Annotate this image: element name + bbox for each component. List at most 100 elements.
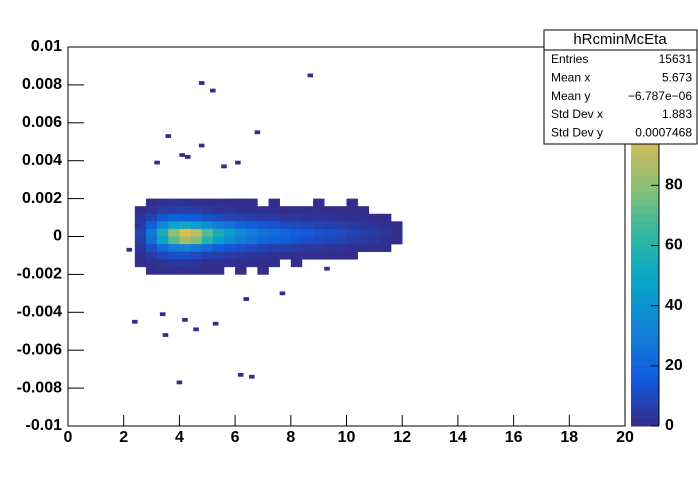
palette-band: [631, 175, 659, 184]
cell: [290, 251, 303, 260]
cell: [368, 221, 381, 230]
cell: [313, 228, 325, 237]
cell: [134, 244, 147, 252]
cell: [246, 221, 258, 230]
cell: [324, 206, 336, 215]
cell: [313, 213, 325, 222]
x-tick-label: 4: [175, 429, 184, 446]
cell: [268, 244, 280, 252]
cell: [279, 206, 292, 215]
cell: [290, 259, 303, 268]
cell: [357, 228, 370, 237]
outlier-cell: [210, 88, 216, 93]
cell: [379, 236, 392, 245]
cell: [357, 236, 370, 245]
cell: [157, 236, 169, 245]
cell: [379, 213, 392, 222]
outlier-cell: [193, 327, 199, 332]
outlier-cell: [324, 266, 330, 271]
cell: [201, 259, 214, 268]
cell: [190, 236, 202, 245]
palette-band: [631, 221, 659, 230]
stats-label: Mean x: [551, 70, 590, 84]
cell: [324, 251, 336, 260]
cell: [168, 228, 180, 237]
cell: [357, 221, 370, 230]
cell: [168, 266, 180, 275]
cell: [257, 244, 269, 252]
palette-band: [631, 350, 659, 359]
cell: [223, 221, 236, 230]
cell: [257, 221, 269, 230]
cell: [212, 266, 225, 275]
stats-frame: [543, 29, 698, 145]
palette-band: [631, 228, 659, 237]
palette-band: [631, 395, 659, 404]
cell: [179, 198, 191, 207]
cell: [201, 228, 214, 237]
cell: [157, 259, 169, 268]
z-tick-label: 80: [665, 177, 683, 194]
y-tick-label: -0.008: [17, 379, 62, 396]
cell: [335, 213, 347, 222]
x-tick-label: 18: [560, 429, 578, 446]
cell: [235, 221, 247, 230]
cell: [201, 266, 214, 275]
cell: [290, 221, 303, 230]
cell: [379, 228, 392, 237]
cell: [212, 206, 225, 215]
cell: [246, 259, 258, 268]
cell: [168, 198, 180, 207]
cell: [335, 251, 347, 260]
cell: [145, 236, 158, 245]
cell: [134, 236, 147, 245]
cell: [346, 221, 358, 230]
stats-title: hRcminMcEta: [573, 31, 667, 48]
cell: [190, 198, 202, 207]
cell: [212, 251, 225, 260]
cell: [223, 206, 236, 215]
outlier-cell: [237, 372, 244, 377]
palette-band: [631, 342, 659, 351]
x-tick-label: 20: [616, 429, 634, 446]
cell: [134, 213, 147, 222]
cell: [145, 198, 158, 207]
cell: [223, 251, 236, 260]
palette-band: [631, 319, 659, 328]
cell: [246, 236, 258, 245]
y-tick-label: 0: [53, 228, 62, 245]
cell: [168, 259, 180, 268]
cell: [313, 244, 325, 252]
cell: [134, 221, 147, 230]
cell: [157, 244, 169, 252]
cell: [134, 251, 147, 260]
outlier-cell: [162, 333, 169, 337]
cell: [157, 206, 169, 215]
cell: [368, 213, 381, 222]
cell: [313, 221, 325, 230]
outlier-cell: [154, 160, 160, 165]
cell: [201, 206, 214, 215]
y-tick-label: 0.004: [22, 152, 62, 169]
cell: [223, 198, 236, 207]
palette-band: [631, 244, 659, 253]
cell: [145, 266, 158, 275]
x-tick-label: 12: [393, 429, 411, 446]
palette-band: [631, 153, 659, 162]
palette-band: [631, 266, 659, 275]
palette-band: [631, 259, 659, 268]
cell: [145, 221, 158, 230]
outlier-cell: [212, 321, 219, 326]
cell: [246, 213, 258, 222]
cell: [357, 244, 370, 252]
palette-band: [631, 198, 659, 207]
outlier-cell: [134, 223, 141, 228]
cell: [212, 244, 225, 252]
palette-band: [631, 289, 659, 298]
cell: [212, 259, 225, 268]
axes: 0 2 4 6 8 10 12 14 16 18 20 -0.01 -0.008 -0.006 -0.004…: [17, 38, 634, 446]
cell: [268, 206, 280, 215]
outlier-cell: [254, 130, 261, 135]
cell: [201, 236, 214, 245]
stats-value: 0.0007468: [635, 125, 692, 139]
